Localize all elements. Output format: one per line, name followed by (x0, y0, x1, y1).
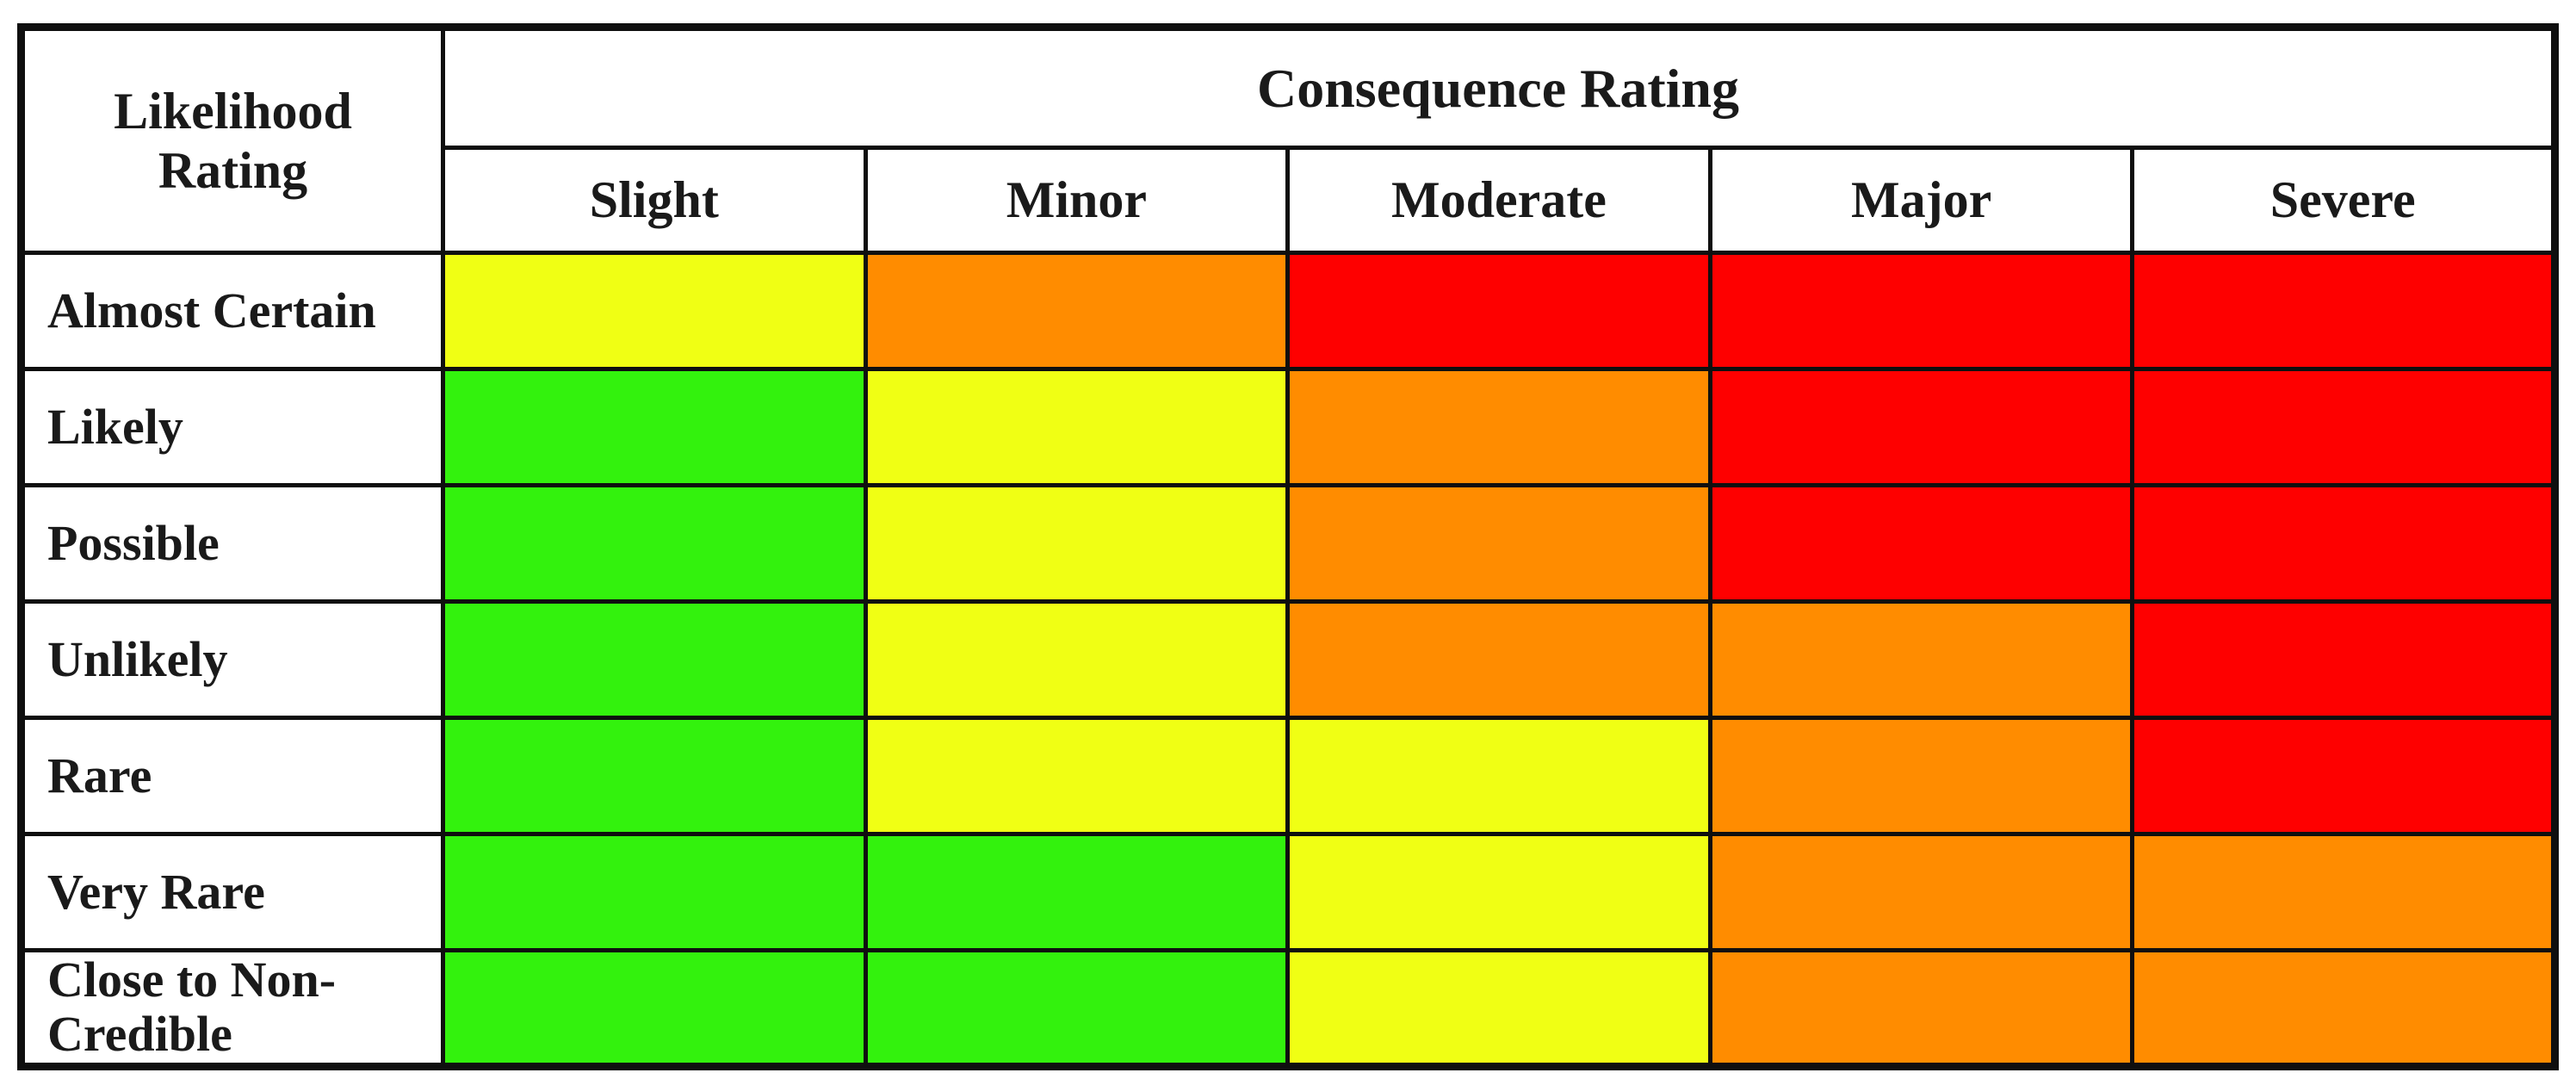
matrix-body: Almost Certain Likely Possible Unlikely Rare… (19, 251, 2557, 1069)
risk-cell-possible-major (1707, 483, 2135, 604)
row-label-very-rare: Very Rare (19, 832, 445, 952)
risk-cell-almost-certain-minor (863, 251, 1291, 371)
risk-cell-likely-slight (441, 367, 868, 487)
column-header-severe: Severe (2130, 146, 2557, 255)
row-label-unlikely: Unlikely (19, 599, 445, 720)
risk-matrix-figure: Likelihood Rating Consequence Rating Sli… (17, 23, 2559, 1070)
row-label-possible: Possible (19, 483, 445, 604)
table-row: Likely (19, 367, 2557, 487)
risk-cell-very-rare-severe (2130, 832, 2557, 952)
risk-cell-close-to-non-credible-moderate (1285, 948, 1712, 1069)
consequence-band-row: Likelihood Rating Consequence Rating (19, 25, 2557, 255)
risk-cell-rare-major (1707, 716, 2135, 836)
row-label-rare: Rare (19, 716, 445, 836)
risk-cell-almost-certain-moderate (1285, 251, 1712, 371)
risk-cell-rare-moderate (1285, 716, 1712, 836)
column-header-moderate: Moderate (1285, 146, 1712, 255)
risk-cell-unlikely-severe (2130, 599, 2557, 720)
row-label-likely: Likely (19, 367, 445, 487)
table-row: Close to Non-Credible (19, 948, 2557, 1069)
risk-cell-almost-certain-slight (441, 251, 868, 371)
risk-cell-possible-moderate (1285, 483, 1712, 604)
risk-cell-likely-major (1707, 367, 2135, 487)
table-row: Almost Certain (19, 251, 2557, 371)
column-header-slight: Slight (441, 146, 868, 255)
risk-cell-unlikely-minor (863, 599, 1291, 720)
risk-cell-unlikely-major (1707, 599, 2135, 720)
risk-cell-close-to-non-credible-severe (2130, 948, 2557, 1069)
risk-cell-very-rare-moderate (1285, 832, 1712, 952)
risk-cell-unlikely-slight (441, 599, 868, 720)
risk-cell-likely-minor (863, 367, 1291, 487)
risk-cell-rare-severe (2130, 716, 2557, 836)
table-row: Unlikely (19, 599, 2557, 720)
risk-cell-likely-moderate (1285, 367, 1712, 487)
risk-cell-close-to-non-credible-slight (441, 948, 868, 1069)
column-header-major: Major (1707, 146, 2135, 255)
table-row: Possible (19, 483, 2557, 604)
row-label-almost-certain: Almost Certain (19, 251, 445, 371)
consequence-levels-row: Slight Minor Moderate Major Severe (22, 146, 2557, 255)
table-row: Rare (19, 716, 2557, 836)
risk-cell-almost-certain-major (1707, 251, 2135, 371)
risk-cell-possible-slight (441, 483, 868, 604)
risk-cell-unlikely-moderate (1285, 599, 1712, 720)
risk-cell-almost-certain-severe (2130, 251, 2557, 371)
likelihood-rating-label: Likelihood Rating (114, 82, 352, 199)
risk-cell-close-to-non-credible-major (1707, 948, 2135, 1069)
risk-cell-very-rare-major (1707, 832, 2135, 952)
consequence-rating-header: Consequence Rating (441, 25, 2557, 150)
risk-cell-possible-minor (863, 483, 1291, 604)
risk-cell-very-rare-slight (441, 832, 868, 952)
risk-matrix-table: Likelihood Rating Consequence Rating Sli… (17, 23, 2559, 1070)
risk-cell-possible-severe (2130, 483, 2557, 604)
risk-cell-rare-minor (863, 716, 1291, 836)
row-label-close-to-non-credible: Close to Non-Credible (19, 948, 445, 1069)
matrix-header: Likelihood Rating Consequence Rating Sli… (19, 25, 2557, 255)
risk-cell-very-rare-minor (863, 832, 1291, 952)
likelihood-rating-header: Likelihood Rating (19, 25, 445, 255)
risk-cell-close-to-non-credible-minor (863, 948, 1291, 1069)
table-row: Very Rare (19, 832, 2557, 952)
risk-cell-likely-severe (2130, 367, 2557, 487)
column-header-minor: Minor (863, 146, 1291, 255)
risk-cell-rare-slight (441, 716, 868, 836)
